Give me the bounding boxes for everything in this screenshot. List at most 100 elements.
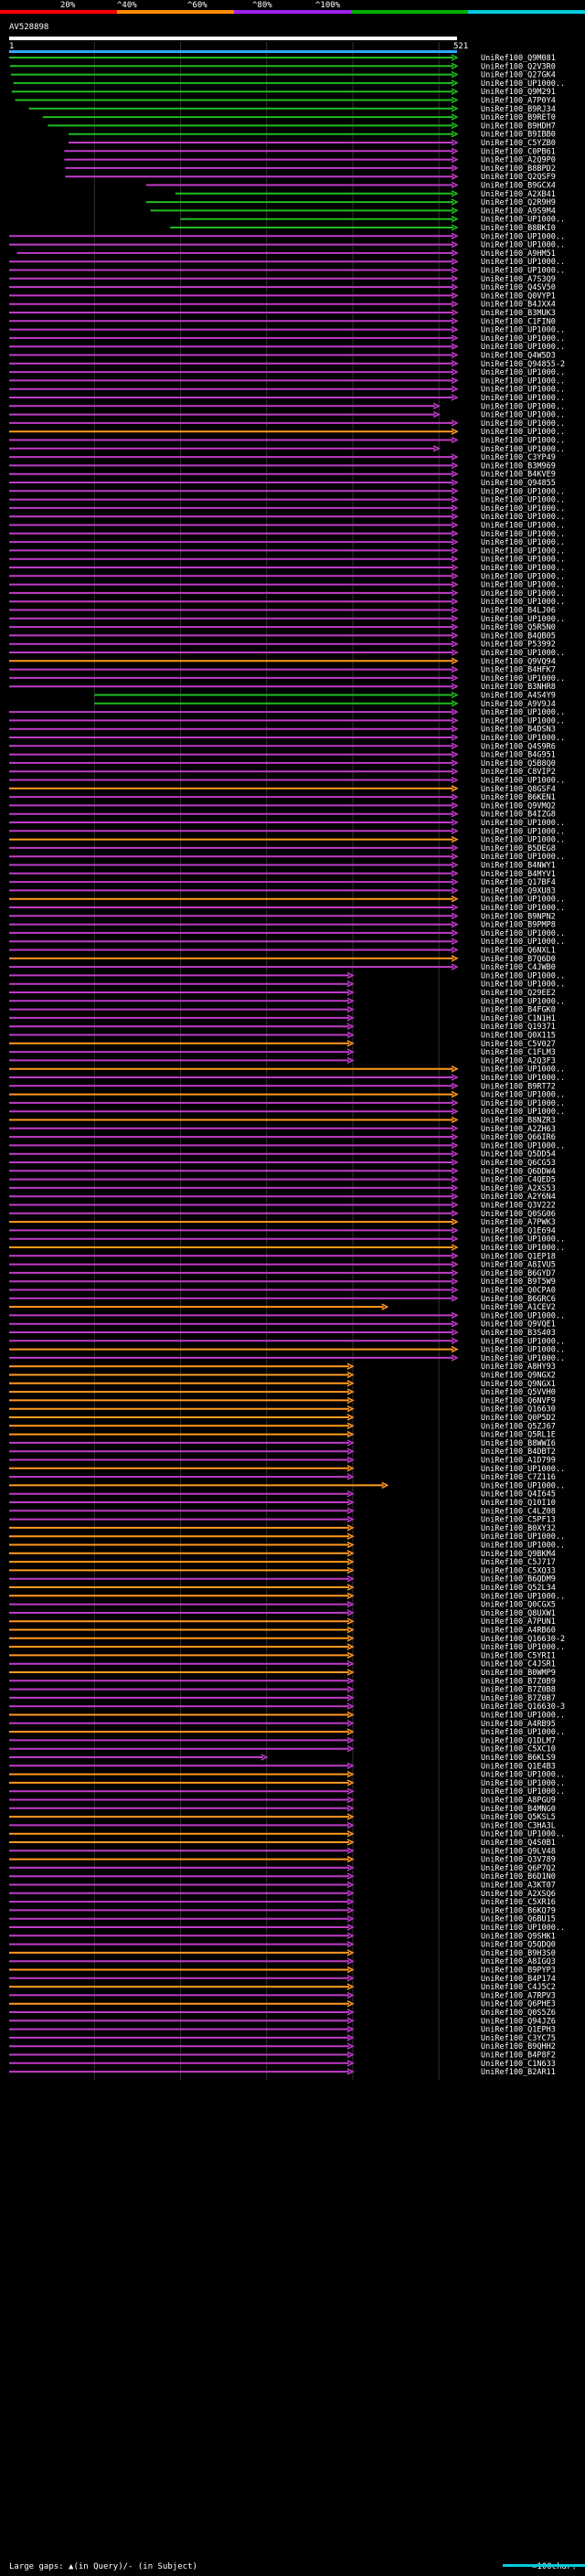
hit-label[interactable]: UniRef100_B6QDM9 [481,1575,556,1585]
hit-label[interactable]: UniRef100_B4DBT2 [481,1447,556,1457]
hit-label[interactable]: UniRef100_B4G951 [481,751,556,760]
hit-label[interactable]: UniRef100_UP1000.. [481,216,565,225]
hit-label[interactable]: UniRef100_A4RB95 [481,1720,556,1729]
hit-label[interactable]: UniRef100_B4QB05 [481,631,556,641]
hit-label[interactable]: UniRef100_UP1000.. [481,572,565,581]
hit-label[interactable]: UniRef100_Q1EP18 [481,1252,556,1261]
hit-label[interactable]: UniRef100_Q9SHK1 [481,1932,556,1941]
hit-label[interactable]: UniRef100_B6GYD7 [481,1269,556,1278]
hit-label[interactable]: UniRef100_C1FLM3 [481,1048,556,1057]
hit-label[interactable]: UniRef100_B9GCX4 [481,182,556,191]
hit-label[interactable]: UniRef100_Q9NGX1 [481,1380,556,1389]
hit-label[interactable]: UniRef100_UP1000.. [481,437,565,446]
hit-label[interactable]: UniRef100_P53992 [481,641,556,650]
hit-label[interactable]: UniRef100_B3NHR8 [481,683,556,692]
hit-label[interactable]: UniRef100_B6KEN1 [481,793,556,802]
hit-label[interactable]: UniRef100_B6D1N0 [481,1872,556,1882]
hit-label[interactable]: UniRef100_Q2V3R0 [481,62,556,71]
hit-label[interactable]: UniRef100_Q16630 [481,1405,556,1415]
hit-label[interactable]: UniRef100_UP1000.. [481,716,565,726]
hit-label[interactable]: UniRef100_UP1000.. [481,334,565,344]
hit-label[interactable]: UniRef100_Q8UXW1 [481,1609,556,1618]
hit-label[interactable]: UniRef100_A7RPV3 [481,1991,556,2000]
hit-label[interactable]: UniRef100_UP1000.. [481,971,565,981]
hit-label[interactable]: UniRef100_Q0CPA0 [481,1287,556,1296]
hit-label[interactable]: UniRef100_UP1000.. [481,419,565,429]
hit-label[interactable]: UniRef100_UP1000.. [481,853,565,862]
hit-label[interactable]: UniRef100_Q3V789 [481,1856,556,1865]
hit-label[interactable]: UniRef100_UP1000.. [481,896,565,905]
hit-label[interactable]: UniRef100_UP1000.. [481,564,565,573]
hit-label[interactable]: UniRef100_B4FGK0 [481,1006,556,1015]
hit-label[interactable]: UniRef100_UP1000.. [481,368,565,377]
hit-label[interactable]: UniRef100_Q52L34 [481,1584,556,1593]
hit-label[interactable]: UniRef100_UP1000.. [481,1244,565,1253]
hit-label[interactable]: UniRef100_A2ZH63 [481,1125,556,1134]
hit-label[interactable]: UniRef100_UP1000.. [481,1074,565,1083]
hit-label[interactable]: UniRef100_UP1000.. [481,428,565,437]
hit-label[interactable]: UniRef100_UP1000.. [481,376,565,386]
hit-label[interactable]: UniRef100_UP1000.. [481,326,565,335]
hit-label[interactable]: UniRef100_UP1000.. [481,598,565,607]
hit-label[interactable]: UniRef100_Q0VYP1 [481,292,556,301]
hit-label[interactable]: UniRef100_A8PGU9 [481,1797,556,1806]
hit-label[interactable]: UniRef100_Q1E4B3 [481,1762,556,1771]
hit-label[interactable]: UniRef100_Q1E694 [481,1226,556,1235]
hit-label[interactable]: UniRef100_UP1000.. [481,1643,565,1652]
hit-label[interactable]: UniRef100_A8IVU5 [481,1261,556,1270]
hit-label[interactable]: UniRef100_UP1000.. [481,1099,565,1108]
hit-label[interactable]: UniRef100_C5J717 [481,1558,556,1567]
hit-label[interactable]: UniRef100_B4MNG0 [481,1805,556,1814]
hit-label[interactable]: UniRef100_A1D799 [481,1457,556,1466]
hit-label[interactable]: UniRef100_C4J5C2 [481,1983,556,1992]
hit-label[interactable]: UniRef100_UP1000.. [481,445,565,454]
hit-label[interactable]: UniRef100_Q4I645 [481,1490,556,1500]
hit-label[interactable]: UniRef100_B8BPD2 [481,164,556,174]
hit-label[interactable]: UniRef100_B9PMP8 [481,921,556,930]
hit-label[interactable]: UniRef100_UP1000.. [481,1787,565,1797]
hit-label[interactable]: UniRef100_B9H3S0 [481,1949,556,1958]
hit-label[interactable]: UniRef100_UP1000.. [481,267,565,276]
hit-label[interactable]: UniRef100_Q0SG06 [481,1210,556,1219]
hit-label[interactable]: UniRef100_B0WMP9 [481,1669,556,1678]
hit-label[interactable]: UniRef100_A9V9J4 [481,700,556,709]
hit-label[interactable]: UniRef100_UP1000.. [481,1481,565,1490]
hit-label[interactable]: UniRef100_C1FIN0 [481,317,556,326]
hit-label[interactable]: UniRef100_Q27GK4 [481,71,556,80]
hit-label[interactable]: UniRef100_UP1000.. [481,997,565,1006]
hit-label[interactable]: UniRef100_Q9LV48 [481,1847,556,1856]
hit-label[interactable]: UniRef100_B9QHH2 [481,2042,556,2051]
hit-label[interactable]: UniRef100_A9HM51 [481,249,556,259]
hit-label[interactable]: UniRef100_A3KT07 [481,1882,556,1891]
hit-label[interactable]: UniRef100_B4IZG8 [481,811,556,820]
hit-label[interactable]: UniRef100_Q1EPH3 [481,2026,556,2035]
hit-label[interactable]: UniRef100_UP1000.. [481,1592,565,1601]
hit-label[interactable]: UniRef100_B4LJ06 [481,607,556,616]
hit-label[interactable]: UniRef100_Q5B8Q0 [481,759,556,769]
hit-label[interactable]: UniRef100_Q9BKM4 [481,1550,556,1559]
hit-label[interactable]: UniRef100_UP1000.. [481,1235,565,1245]
hit-label[interactable]: UniRef100_B9RJ34 [481,105,556,114]
hit-label[interactable]: UniRef100_B4MYV1 [481,870,556,879]
hit-label[interactable]: UniRef100_B9NPN2 [481,912,556,921]
hit-label[interactable]: UniRef100_UP1000.. [481,827,565,836]
hit-label[interactable]: UniRef100_UP1000.. [481,394,565,403]
hit-label[interactable]: UniRef100_B9T5W9 [481,1277,556,1287]
hit-label[interactable]: UniRef100_Q0CGX5 [481,1601,556,1610]
hit-label[interactable]: UniRef100_UP1000.. [481,538,565,547]
hit-label[interactable]: UniRef100_Q9VQE1 [481,1320,556,1330]
hit-label[interactable]: UniRef100_A2XSQ6 [481,1890,556,1899]
hit-label[interactable]: UniRef100_Q6PHE3 [481,2000,556,2009]
hit-label[interactable]: UniRef100_UP1000.. [481,1354,565,1363]
hit-label[interactable]: UniRef100_A2XS53 [481,1184,556,1193]
hit-label[interactable]: UniRef100_C8VIP2 [481,768,556,777]
hit-label[interactable]: UniRef100_A7PUN1 [481,1617,556,1627]
hit-label[interactable]: UniRef100_Q94855 [481,479,556,488]
hit-label[interactable]: UniRef100_UP1000.. [481,1924,565,1933]
hit-label[interactable]: UniRef100_B4KVE9 [481,471,556,480]
hit-label[interactable]: UniRef100_C0PB61 [481,147,556,156]
hit-label[interactable]: UniRef100_UP1000.. [481,1771,565,1780]
hit-label[interactable]: UniRef100_B4DSN3 [481,726,556,735]
hit-label[interactable]: UniRef100_A4RB60 [481,1627,556,1636]
hit-label[interactable]: UniRef100_C3YP49 [481,453,556,462]
